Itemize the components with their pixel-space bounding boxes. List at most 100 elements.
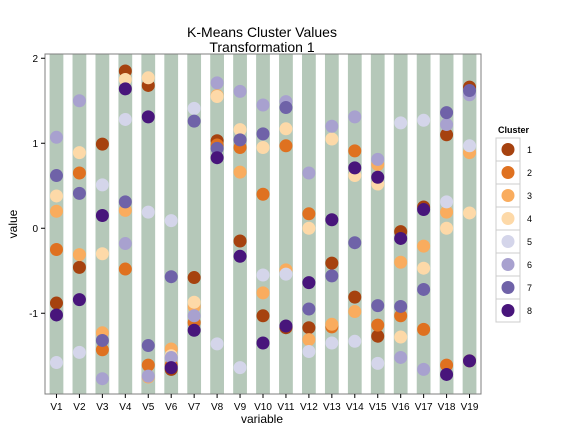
point-cluster-7-V17 [417, 282, 431, 296]
point-cluster-5-V18 [440, 195, 454, 209]
legend-swatch-1 [501, 143, 515, 156]
point-cluster-2-V14 [348, 144, 362, 158]
legend-label-3: 3 [527, 191, 532, 201]
point-cluster-1-V14 [348, 290, 362, 304]
legend-swatch-5 [501, 235, 515, 248]
point-cluster-2-V4 [118, 262, 132, 276]
point-cluster-1-V18 [440, 128, 454, 142]
point-cluster-6-V3 [95, 372, 109, 386]
legend-label-1: 1 [527, 145, 532, 155]
point-cluster-6-V4 [118, 237, 132, 251]
x-tick-label-V3: V3 [96, 402, 109, 413]
point-cluster-6-V7 [187, 309, 201, 323]
point-cluster-5-V11 [279, 267, 293, 281]
x-tick-label-V17: V17 [415, 402, 433, 413]
chart-title-line-1: K-Means Cluster Values [187, 24, 337, 40]
point-cluster-8-V2 [72, 293, 86, 307]
point-cluster-6-V14 [348, 110, 362, 124]
point-cluster-3-V13 [325, 317, 339, 331]
point-cluster-1-V7 [187, 271, 201, 285]
point-cluster-6-V18 [440, 118, 454, 132]
point-cluster-8-V10 [256, 336, 270, 350]
point-cluster-4-V1 [49, 189, 63, 203]
point-cluster-7-V6 [164, 270, 178, 284]
point-cluster-6-V2 [72, 94, 86, 108]
x-axis: V1 V2 V3 V4 V5 V6 V7 V8 V9 V10 V11 V12 V13 V14 V15 V16 V… [50, 394, 479, 413]
point-cluster-8-V14 [348, 161, 362, 175]
point-cluster-6-V8 [210, 76, 224, 90]
y-tick-label-2: 0 [32, 224, 38, 235]
legend-label-8: 8 [527, 306, 532, 316]
point-cluster-5-V7 [187, 101, 201, 115]
point-cluster-4-V10 [256, 141, 270, 154]
point-cluster-3-V12 [302, 333, 316, 347]
point-cluster-4-V7 [187, 295, 201, 309]
point-cluster-7-V5 [141, 339, 155, 353]
legend-swatch-4 [501, 212, 515, 225]
point-cluster-2-V1 [49, 243, 63, 256]
point-cluster-1-V13 [325, 256, 339, 270]
legend-swatch-6 [501, 258, 515, 271]
point-cluster-5-V16 [394, 116, 408, 130]
x-tick-label-V4: V4 [119, 402, 132, 413]
point-cluster-8-V16 [394, 231, 408, 245]
point-cluster-4-V12 [302, 221, 316, 235]
point-cluster-7-V14 [348, 236, 362, 250]
point-cluster-7-V7 [187, 114, 201, 128]
point-cluster-4-V4 [118, 73, 132, 86]
point-cluster-7-V16 [394, 299, 408, 313]
point-cluster-7-V19 [463, 84, 477, 98]
point-cluster-7-V3 [95, 333, 109, 347]
point-cluster-8-V8 [210, 151, 224, 165]
band-V5 [141, 54, 156, 394]
point-cluster-1-V1 [49, 296, 63, 310]
point-cluster-8-V11 [279, 319, 293, 333]
band-V17 [416, 54, 431, 394]
point-cluster-5-V3 [95, 178, 109, 192]
point-cluster-8-V9 [233, 249, 247, 263]
point-cluster-8-V13 [325, 213, 339, 227]
legend-swatch-8 [501, 304, 515, 317]
point-cluster-7-V1 [49, 169, 63, 183]
point-cluster-7-V9 [233, 133, 247, 147]
point-cluster-7-V12 [302, 302, 316, 316]
point-cluster-4-V18 [440, 221, 454, 235]
point-cluster-2-V2 [72, 166, 86, 180]
point-cluster-4-V3 [95, 247, 109, 261]
point-cluster-1-V9 [233, 234, 247, 248]
point-cluster-4-V8 [210, 90, 224, 103]
x-tick-label-V5: V5 [142, 402, 155, 413]
point-cluster-7-V8 [210, 141, 224, 155]
point-cluster-8-V5 [141, 110, 155, 124]
point-cluster-7-V11 [279, 101, 293, 115]
chart-title-line-2: Transformation 1 [209, 39, 315, 55]
legend-swatch-7 [501, 281, 515, 294]
band-V2 [72, 54, 87, 394]
y-tick-label-1: 1 [32, 139, 38, 150]
point-cluster-7-V13 [325, 269, 339, 283]
point-cluster-4-V9 [233, 123, 247, 137]
point-cluster-5-V10 [256, 268, 270, 282]
point-cluster-6-V16 [394, 350, 408, 364]
point-cluster-8-V18 [440, 367, 454, 381]
x-tick-label-V8: V8 [211, 402, 224, 413]
point-cluster-3-V16 [394, 255, 408, 269]
point-cluster-5-V8 [210, 337, 224, 351]
y-tick-label-0: 2 [32, 54, 38, 65]
point-cluster-5-V6 [164, 214, 178, 228]
legend-label-2: 2 [527, 168, 532, 178]
point-cluster-5-V1 [49, 356, 63, 370]
point-cluster-7-V15 [371, 299, 385, 313]
point-cluster-8-V3 [95, 209, 109, 222]
point-cluster-8-V6 [164, 361, 178, 375]
x-tick-label-V18: V18 [438, 402, 456, 413]
x-tick-label-V1: V1 [50, 402, 63, 413]
x-tick-label-V19: V19 [461, 402, 479, 413]
point-cluster-3-V17 [417, 239, 431, 253]
point-cluster-2-V3 [95, 343, 109, 357]
point-cluster-4-V17 [417, 261, 431, 275]
x-tick-label-V15: V15 [369, 402, 387, 413]
point-cluster-2-V16 [394, 309, 408, 323]
point-cluster-3-V14 [348, 305, 362, 319]
